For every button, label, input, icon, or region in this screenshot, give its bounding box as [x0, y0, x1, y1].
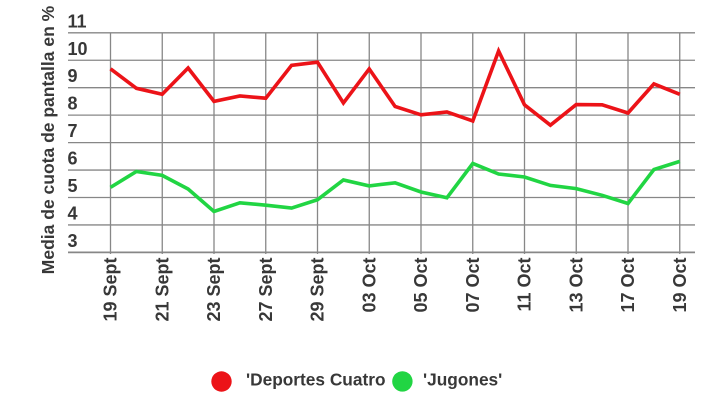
- svg-text:23 Sept: 23 Sept: [204, 257, 224, 321]
- svg-text:19 Oct: 19 Oct: [670, 257, 690, 312]
- svg-text:19 Sept: 19 Sept: [101, 257, 121, 321]
- svg-text:13 Oct: 13 Oct: [566, 257, 586, 312]
- svg-text:03 Oct: 03 Oct: [359, 257, 379, 312]
- svg-text:10: 10: [68, 39, 88, 59]
- svg-text:11: 11: [68, 11, 87, 31]
- svg-text:5: 5: [68, 176, 78, 196]
- svg-text:05 Oct: 05 Oct: [411, 257, 431, 312]
- svg-text:07 Oct: 07 Oct: [463, 257, 483, 312]
- svg-text:29 Sept: 29 Sept: [308, 257, 328, 321]
- svg-text:8: 8: [68, 94, 78, 114]
- svg-text:17 Oct: 17 Oct: [618, 257, 638, 312]
- svg-text:27 Sept: 27 Sept: [256, 257, 276, 321]
- svg-text:21 Sept: 21 Sept: [152, 257, 172, 321]
- svg-text:4: 4: [68, 203, 78, 223]
- svg-text:9: 9: [68, 66, 78, 86]
- svg-text:'Deportes Cuatro: 'Deportes Cuatro: [246, 370, 386, 390]
- svg-text:6: 6: [68, 149, 78, 169]
- svg-text:7: 7: [68, 121, 78, 141]
- svg-text:'Jugones': 'Jugones': [423, 370, 502, 390]
- svg-text:11 Oct: 11 Oct: [515, 258, 535, 312]
- svg-text:3: 3: [68, 231, 78, 251]
- svg-text:Media de cuota de pantalla en: Media de cuota de pantalla en %: [38, 5, 58, 274]
